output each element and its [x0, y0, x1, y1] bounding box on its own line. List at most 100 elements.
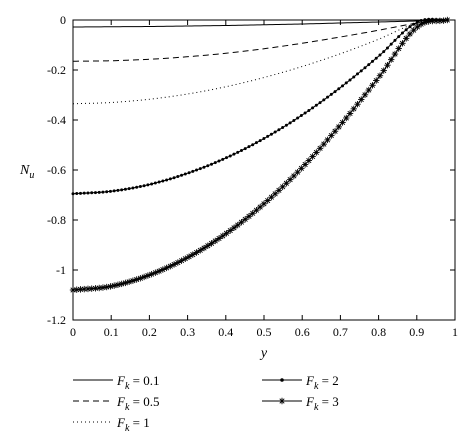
series-line-2: [72, 19, 448, 62]
data-point: [288, 121, 292, 125]
data-point: [326, 95, 330, 99]
data-point: [393, 38, 397, 42]
y-tick-label: -0.8: [47, 213, 66, 227]
data-point: [116, 188, 120, 192]
data-point: [232, 152, 236, 156]
data-point: [239, 149, 243, 153]
data-point: [296, 116, 300, 120]
data-point: [254, 141, 258, 145]
series-line-1: [72, 19, 448, 28]
data-point: [395, 45, 402, 52]
data-point: [311, 106, 315, 110]
data-point: [153, 181, 157, 185]
y-tick-label: 0: [60, 13, 66, 27]
data-point: [406, 30, 414, 38]
data-point: [374, 56, 378, 60]
data-point: [365, 86, 372, 94]
x-tick-label: 0.1: [104, 325, 119, 339]
data-point: [376, 72, 384, 79]
data-point: [127, 187, 131, 191]
data-point: [415, 20, 419, 24]
data-point: [316, 145, 324, 152]
y-tick-label: -0.2: [47, 63, 66, 77]
data-point: [195, 168, 199, 172]
x-tick-label: 1: [452, 325, 458, 339]
data-point: [421, 19, 429, 26]
data-point: [107, 283, 114, 290]
data-point: [247, 145, 251, 149]
data-point: [412, 22, 416, 26]
data-point: [110, 282, 118, 289]
y-axis-label-main: N: [19, 163, 30, 178]
data-point: [262, 137, 266, 141]
legend-asterisk-glyph: [278, 397, 286, 405]
data-point: [101, 190, 105, 194]
data-point: [142, 184, 146, 188]
data-point: [249, 210, 256, 217]
x-tick-label: 0.6: [295, 325, 310, 339]
legend-label-5: Fk = 3: [305, 394, 339, 413]
x-tick-label: 0.8: [371, 325, 386, 339]
data-point: [391, 50, 399, 58]
data-point: [223, 230, 230, 237]
data-point: [444, 16, 451, 24]
data-point: [328, 132, 335, 139]
legend-item-4: Fk = 2: [262, 373, 339, 392]
data-point: [380, 67, 387, 74]
data-point: [305, 157, 313, 164]
data-point: [432, 17, 440, 25]
data-point: [313, 149, 320, 156]
data-point: [242, 216, 249, 223]
legend-item-3: Fk = 1: [73, 415, 150, 434]
data-point: [157, 180, 161, 184]
data-point: [172, 176, 176, 180]
data-point: [346, 110, 354, 117]
y-axis-label-sub: u: [29, 170, 34, 181]
data-point: [298, 165, 305, 172]
data-point: [341, 84, 345, 88]
legend-label-2: Fk = 0.5: [116, 394, 160, 413]
x-tick-label: 0.2: [142, 325, 157, 339]
legend-item-1: Fk = 0.1: [73, 373, 160, 392]
data-point: [185, 253, 193, 260]
x-tick-label: 0.4: [218, 325, 233, 339]
data-point: [212, 237, 219, 245]
data-point: [414, 23, 421, 31]
data-point: [324, 136, 331, 144]
data-point: [238, 219, 245, 226]
data-point: [228, 154, 232, 158]
data-point: [138, 184, 142, 188]
data-point: [404, 28, 408, 32]
x-tick-label: 0.9: [409, 325, 424, 339]
data-point: [227, 227, 234, 234]
data-point: [266, 134, 270, 138]
plot-frame: [72, 19, 456, 321]
data-point: [322, 98, 326, 102]
data-point: [356, 72, 360, 76]
data-point: [230, 224, 238, 232]
data-point: [320, 140, 328, 148]
data-point: [176, 175, 180, 179]
data-point: [359, 69, 363, 73]
x-tick-label: 0.7: [333, 325, 348, 339]
legend: Fk = 0.1 Fk = 0.5 Fk = 1 Fk = 2 Fk = 3: [73, 373, 339, 434]
data-point: [318, 101, 322, 105]
y-tick-label: -0.4: [47, 113, 66, 127]
data-point: [440, 17, 447, 24]
data-point: [343, 114, 350, 122]
data-point: [337, 87, 341, 91]
data-point: [221, 157, 225, 161]
data-point: [131, 186, 135, 190]
data-point: [135, 185, 139, 189]
legend-marker-4: [280, 378, 284, 382]
y-tick-label: -0.6: [47, 163, 66, 177]
data-point: [245, 213, 253, 220]
data-point: [273, 130, 277, 134]
y-tick-label: -1.2: [47, 313, 66, 327]
data-point: [258, 139, 262, 143]
data-point: [114, 281, 122, 288]
data-point: [299, 114, 303, 118]
data-point: [187, 171, 191, 175]
